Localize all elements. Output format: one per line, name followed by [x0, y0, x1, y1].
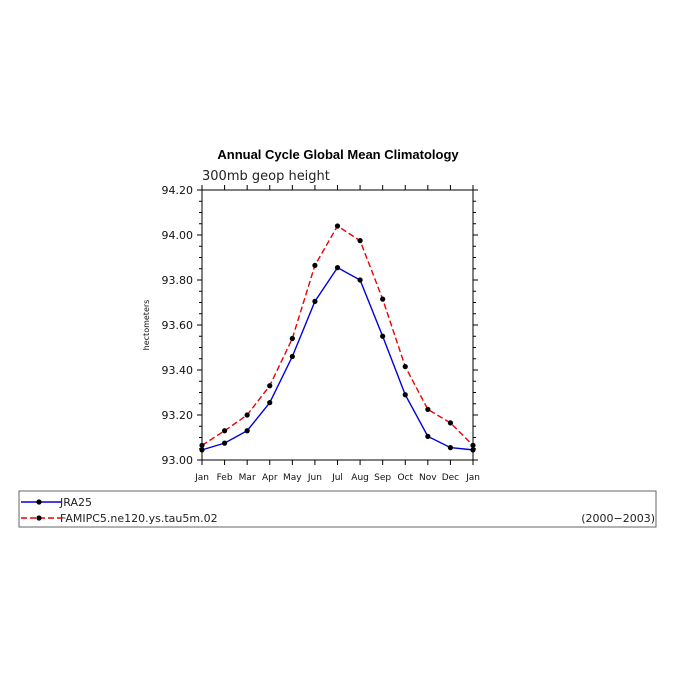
legend-label-1: FAMIPC5.ne120.ys.tau5m.02	[60, 512, 218, 525]
series-point-1	[199, 442, 205, 448]
x-tick-label: Nov	[419, 473, 437, 483]
x-tick-label: Mar	[239, 473, 256, 483]
plot-frame	[201, 189, 474, 461]
series-layer	[199, 223, 476, 453]
series-point-1	[289, 335, 295, 342]
series-point-0	[402, 392, 408, 398]
y-tick-label: 93.00	[162, 454, 194, 467]
series-point-1	[425, 406, 431, 412]
legend: JRA25 FAMIPC5.ne120.ys.tau5m.02	[21, 496, 218, 525]
y-tick-label: 93.20	[162, 409, 194, 422]
series-line-1	[201, 225, 474, 446]
series-point-0	[334, 265, 341, 271]
x-tick-label: Jul	[331, 473, 343, 483]
legend-box	[18, 490, 657, 528]
series-point-0	[267, 400, 273, 406]
series-point-1	[244, 412, 250, 418]
chart-subtitle: 300mb geop height	[202, 169, 330, 184]
series-point-0	[199, 447, 205, 453]
series-point-0	[244, 428, 250, 434]
x-tick-label: Jan	[465, 473, 480, 483]
series-point-1	[447, 420, 454, 426]
series-point-1	[357, 238, 363, 244]
series-point-0	[312, 298, 318, 304]
y-tick-label: 94.00	[162, 229, 194, 242]
x-ticks: Jan Feb Mar Apr May Jun Jul Aug Sep Oct Nov Dec Jan	[194, 185, 480, 483]
series-point-0	[221, 440, 228, 446]
legend-period: (2000−2003)	[581, 512, 655, 525]
series-point-0	[380, 333, 386, 339]
series-point-1	[470, 442, 476, 448]
series-point-0	[289, 353, 295, 360]
series-point-1	[402, 364, 408, 370]
y-tick-label: 93.40	[162, 364, 194, 377]
series-point-1	[312, 262, 318, 268]
series-point-0	[357, 277, 363, 283]
x-tick-label: Dec	[442, 473, 459, 483]
y-tick-label: 94.20	[162, 184, 194, 197]
x-tick-label: Sep	[374, 473, 391, 483]
x-tick-label: Jan	[194, 473, 209, 483]
x-tick-label: Oct	[397, 473, 413, 483]
x-tick-label: Aug	[351, 473, 369, 483]
series-point-1	[221, 428, 228, 434]
series-point-1	[267, 383, 273, 389]
series-point-0	[447, 445, 454, 451]
y-tick-label: 93.60	[162, 319, 194, 332]
x-tick-label: May	[283, 473, 302, 483]
y-ticks: 93.00 93.20 93.40 93.60 93.80 94.00 94.20	[162, 184, 478, 467]
chart-title: Annual Cycle Global Mean Climatology	[217, 147, 459, 162]
x-tick-label: Feb	[217, 473, 233, 483]
series-point-0	[425, 433, 431, 439]
series-point-0	[470, 447, 476, 453]
series-line-0	[201, 266, 474, 451]
y-tick-label: 93.80	[162, 274, 194, 287]
legend-label-0: JRA25	[59, 496, 92, 509]
legend-marker-0	[36, 499, 42, 505]
series-point-1	[334, 223, 341, 229]
x-tick-label: Jun	[307, 473, 322, 483]
legend-marker-1	[36, 515, 42, 521]
x-tick-label: Apr	[262, 473, 278, 483]
series-point-1	[380, 296, 386, 302]
y-axis-label: hectometers	[142, 300, 151, 351]
